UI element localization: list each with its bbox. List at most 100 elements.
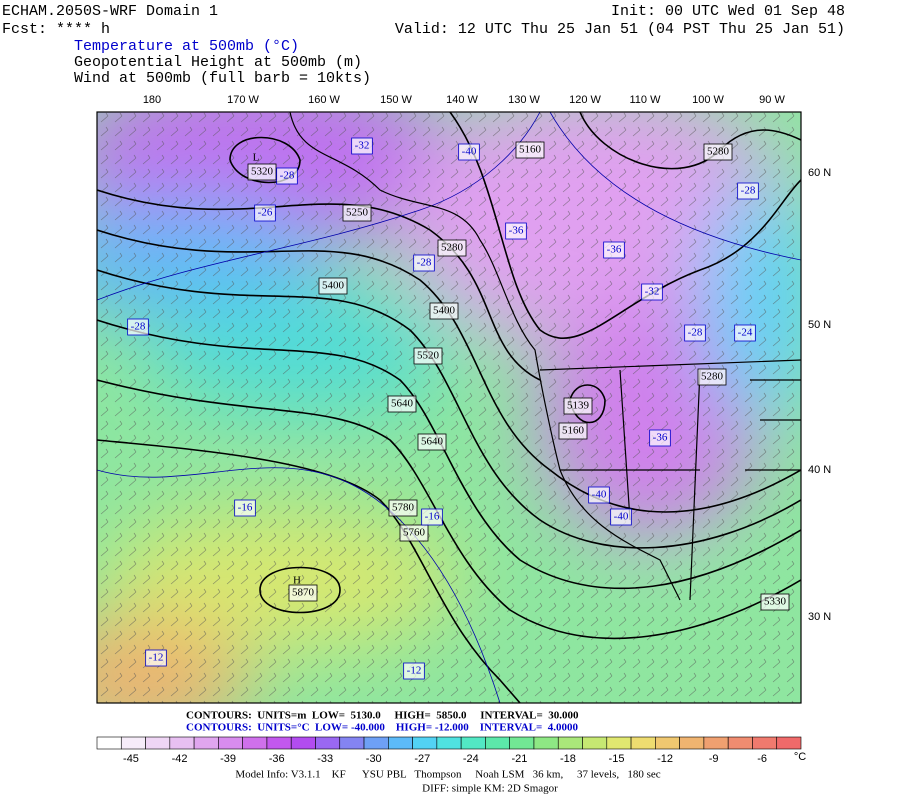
temp-label-box bbox=[234, 499, 256, 517]
temp-label-box bbox=[276, 167, 298, 185]
lon-label: 110 W bbox=[630, 94, 662, 106]
height-label: 5640 bbox=[391, 398, 414, 410]
height-label: 5160 bbox=[519, 144, 542, 156]
height-label: 5400 bbox=[433, 305, 456, 317]
colorbar-swatch bbox=[218, 736, 243, 750]
temp-label-box bbox=[603, 241, 625, 259]
height-label: 5330 bbox=[764, 596, 787, 608]
lon-label: 140 W bbox=[446, 94, 478, 106]
init-time: Init: 00 UTC Wed 01 Sep 48 bbox=[611, 3, 845, 20]
field-label: Temperature at 500mb (°C) bbox=[74, 38, 299, 55]
colorbar-swatch bbox=[727, 736, 753, 750]
lon-label: 100 W bbox=[692, 94, 724, 106]
height-label: 5280 bbox=[707, 146, 730, 158]
temp-label-box bbox=[649, 429, 671, 447]
colorbar-unit: °C bbox=[794, 751, 806, 763]
height-label-box bbox=[697, 368, 727, 386]
colorbar-tick-label: -42 bbox=[172, 753, 188, 765]
colorbar-tick-label: -18 bbox=[560, 753, 576, 765]
height-label: 5280 bbox=[701, 371, 724, 383]
temp-label-box bbox=[421, 508, 443, 526]
height-label-box bbox=[703, 143, 733, 161]
temp-label-box bbox=[684, 324, 706, 342]
height-label-box bbox=[515, 141, 545, 159]
colorbar-tick-label: -6 bbox=[757, 753, 767, 765]
temp-label: -12 bbox=[149, 652, 164, 664]
colorbar-swatch bbox=[242, 736, 268, 750]
colorbar-swatch bbox=[655, 736, 680, 750]
temp-label: -40 bbox=[614, 511, 629, 523]
colorbar-swatch bbox=[703, 736, 729, 750]
colorbar-swatch bbox=[557, 736, 583, 750]
colorbar-swatch bbox=[582, 736, 608, 750]
height-label: 5400 bbox=[322, 280, 345, 292]
colorbar-tick-label: -33 bbox=[317, 753, 333, 765]
colorbar-swatch bbox=[96, 736, 122, 750]
temp-label: -28 bbox=[741, 185, 756, 197]
footer-line: DIFF: simple KM: 2D Smagor bbox=[422, 783, 558, 795]
colorbar-tick-label: -27 bbox=[414, 753, 430, 765]
height-label: 5520 bbox=[417, 350, 440, 362]
temp-label-box bbox=[145, 649, 167, 667]
title: ECHAM.2050S-WRF Domain 1 bbox=[2, 3, 218, 20]
height-label-box bbox=[563, 397, 593, 415]
colorbar-swatch bbox=[290, 736, 316, 750]
colorbar-tick-label: -45 bbox=[123, 753, 139, 765]
temp-label-box bbox=[351, 137, 373, 155]
temp-label-box bbox=[127, 318, 149, 336]
temp-label: -28 bbox=[280, 170, 295, 182]
map-area bbox=[97, 112, 801, 703]
colorbar-swatch bbox=[485, 736, 510, 750]
height-label: 5280 bbox=[441, 242, 464, 254]
height-label-box bbox=[760, 593, 790, 611]
temp-label: -32 bbox=[355, 140, 370, 152]
temp-label-box bbox=[588, 486, 610, 504]
temp-label: -12 bbox=[407, 665, 422, 677]
colorbar-tick-label: -36 bbox=[269, 753, 285, 765]
map-frame bbox=[96, 111, 802, 704]
lon-label: 170 W bbox=[227, 94, 259, 106]
colorbar-tick-label: -15 bbox=[609, 753, 625, 765]
temp-label-box bbox=[505, 222, 527, 240]
lat-label: 50 N bbox=[808, 319, 831, 331]
height-label: 5760 bbox=[403, 527, 426, 539]
contour-info: CONTOURS: UNITS=°C LOW= -40.000 HIGH= -1… bbox=[186, 722, 579, 734]
temp-label-box bbox=[641, 283, 663, 301]
colorbar-swatch bbox=[533, 736, 559, 750]
height-label: H bbox=[293, 575, 301, 587]
colorbar-swatch bbox=[630, 736, 656, 750]
height-label: 5250 bbox=[346, 207, 369, 219]
height-label-box bbox=[429, 302, 459, 320]
forecast-hour: Fcst: **** h bbox=[2, 21, 110, 38]
height-label: L bbox=[253, 152, 260, 164]
height-label: 5780 bbox=[392, 502, 415, 514]
temp-label: -40 bbox=[592, 489, 607, 501]
height-label-box bbox=[388, 499, 418, 517]
height-label: 5320 bbox=[251, 166, 274, 178]
temp-label: -28 bbox=[688, 327, 703, 339]
colorbar-swatch bbox=[776, 736, 802, 750]
lat-label: 30 N bbox=[808, 611, 831, 623]
height-label-box bbox=[399, 524, 429, 542]
temp-label: -28 bbox=[131, 321, 146, 333]
temp-label: -16 bbox=[238, 502, 253, 514]
temp-label-box bbox=[458, 143, 480, 161]
colorbar-swatch bbox=[460, 736, 486, 750]
lat-label: 40 N bbox=[808, 464, 831, 476]
temp-label-box bbox=[734, 324, 756, 342]
field-label: Geopotential Height at 500mb (m) bbox=[74, 54, 362, 71]
lon-label: 160 W bbox=[308, 94, 340, 106]
colorbar-swatch bbox=[679, 736, 705, 750]
colorbar-swatch bbox=[145, 736, 171, 750]
temp-label-box bbox=[737, 182, 759, 200]
temp-label: -40 bbox=[462, 146, 477, 158]
temp-label: -26 bbox=[258, 207, 273, 219]
colorbar-swatch bbox=[606, 736, 632, 750]
contour-info: CONTOURS: UNITS=m LOW= 5130.0 HIGH= 5850… bbox=[186, 710, 579, 722]
temp-label: -28 bbox=[417, 257, 432, 269]
height-label-box bbox=[387, 395, 417, 413]
temp-label: -24 bbox=[738, 327, 753, 339]
temp-label-box bbox=[610, 508, 632, 526]
colorbar-swatch bbox=[752, 736, 778, 750]
